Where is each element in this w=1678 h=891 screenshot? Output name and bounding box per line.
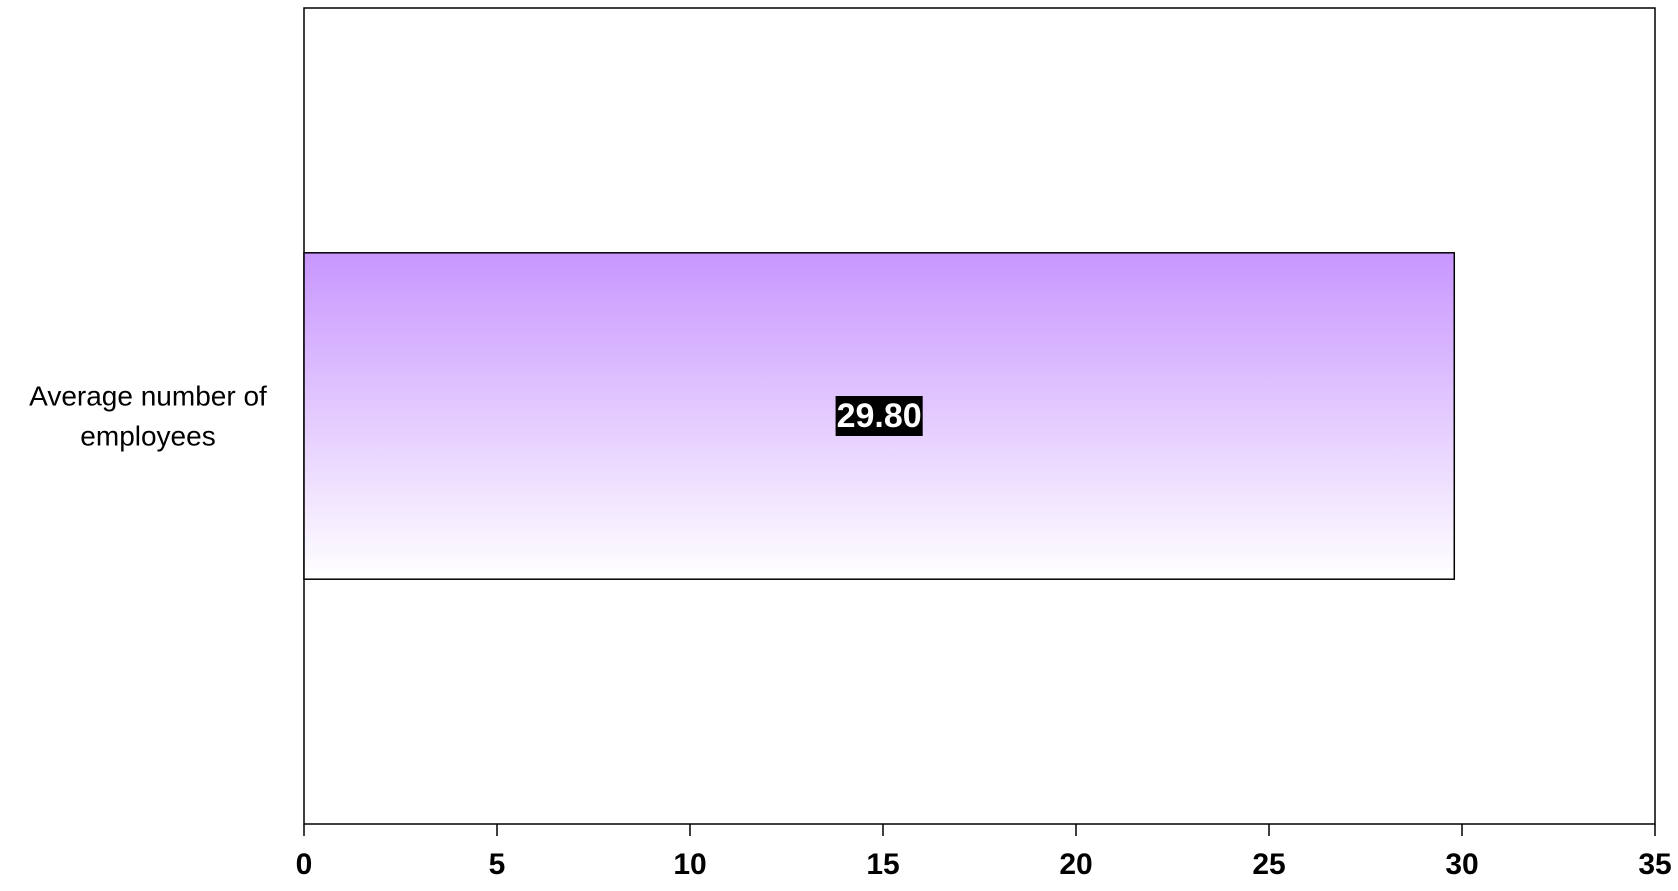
category-label-line: Average number of bbox=[29, 381, 267, 412]
x-tick-label: 25 bbox=[1252, 848, 1285, 881]
x-tick-label: 30 bbox=[1445, 848, 1478, 881]
x-tick-label: 20 bbox=[1059, 848, 1092, 881]
x-tick-label: 15 bbox=[866, 848, 899, 881]
data-labels-layer: 29.80 bbox=[835, 396, 923, 436]
data-label-text: 29.80 bbox=[837, 397, 922, 435]
x-tick-label: 5 bbox=[489, 848, 506, 881]
category-label-line: employees bbox=[80, 421, 215, 452]
data-label: 29.80 bbox=[835, 396, 923, 436]
category-labels-layer: Average number of employees bbox=[29, 381, 267, 452]
x-tick-label: 35 bbox=[1638, 848, 1671, 881]
x-axis: 0 5 10 15 20 25 30 35 bbox=[296, 824, 1672, 881]
category-label: Average number of employees bbox=[29, 381, 267, 452]
x-tick-label: 0 bbox=[296, 848, 313, 881]
data-label-background bbox=[835, 396, 923, 436]
x-tick-label: 10 bbox=[673, 848, 706, 881]
